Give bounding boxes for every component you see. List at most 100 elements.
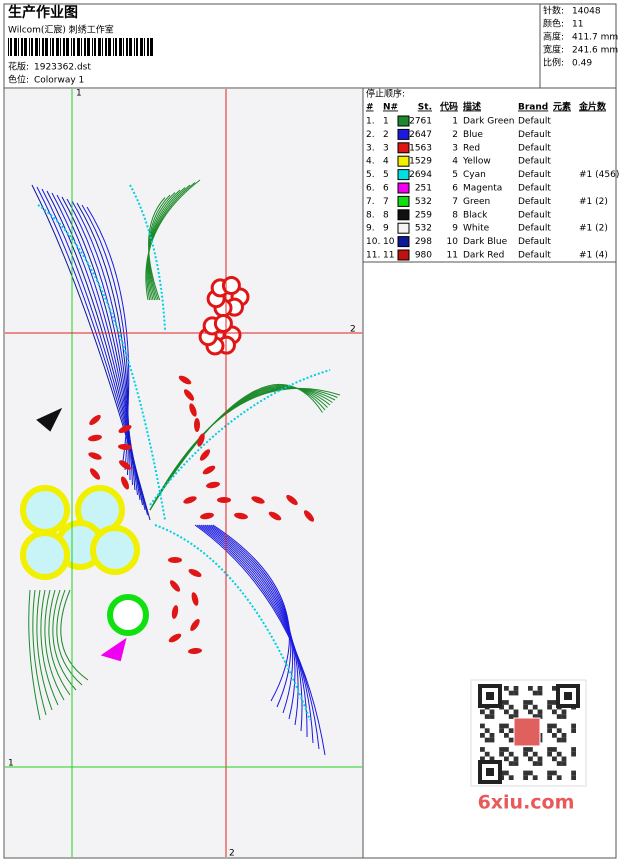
cell: 8 [452,210,458,220]
leaf [194,418,200,432]
qr-cell [571,751,576,757]
qr-cell [504,723,509,729]
cell: 251 [415,184,432,194]
qr-cell [556,728,562,733]
bar-stripe [94,38,96,56]
qr-cell [499,747,504,752]
qr-cell [489,709,495,715]
stitch [194,524,326,756]
bar-stripe [35,38,38,56]
cell: 259 [415,210,432,220]
column-header: # [366,103,374,113]
qr-cell [480,756,485,762]
qr-cell [552,709,557,715]
cell: 11 [383,251,394,261]
cell: 4 [383,157,389,167]
stitch [212,524,290,702]
stat-value: 11 [572,20,583,30]
barcode [8,38,153,56]
color-swatch [397,209,410,221]
qr-cell [484,728,490,733]
leaf [303,510,315,522]
bar-stripe [150,38,153,56]
qr-cell [532,714,538,719]
cell: Default [518,170,551,180]
color-swatch [397,195,410,207]
qr-cell [547,751,552,757]
qr-cell [528,756,533,762]
qr-cell [547,770,552,776]
cell: 2761 [409,117,432,127]
bar-stripe [66,38,69,56]
qr-cell [561,709,567,715]
qr-cell [537,714,543,719]
cell: #1 (2) [579,224,608,234]
qr-cell [552,700,557,705]
bar-stripe [126,38,128,56]
stitch [86,206,130,466]
cell: 6 [452,184,458,194]
qr-cell [499,751,504,757]
qr-cell [484,714,490,719]
qr-cell [552,770,557,776]
stitch [210,524,292,708]
cell: 1 [383,117,389,127]
qr-cell [552,723,557,729]
bar-stripe [52,38,54,56]
qr-cell [571,775,576,780]
bar-stripe [140,38,143,56]
qr-cell [513,690,519,696]
qr-cell [523,747,528,752]
cell: Red [463,143,480,153]
stat-label: 比例: [543,57,564,69]
design-area [5,89,363,857]
leaf [178,375,192,385]
qr-cell [556,751,562,757]
cell: 2694 [409,170,432,180]
qr-cell [504,747,509,752]
qr-cell [480,723,485,729]
qr-cell [537,686,543,691]
leaf [119,460,131,470]
design-file: 1923362.dst [34,63,91,73]
stitch [198,524,314,744]
cell: 7 [383,197,389,207]
bar-stripe [108,38,111,56]
qr-cell [547,704,552,710]
bar-stripe [102,38,103,56]
stat-label: 颜色: [543,18,564,30]
qr-cell [489,737,495,743]
qr-cell [499,723,504,729]
leaf [234,512,248,520]
qr-cell [547,723,552,729]
cell: 4. [366,157,375,167]
qr-cell [556,737,562,743]
qr-cell [508,737,514,743]
qr-cell [489,756,495,762]
qr-cell [547,747,552,752]
cell: Dark Blue [463,237,508,247]
bar-stripe [119,38,122,56]
bar-stripe [39,38,40,56]
cell: 7 [452,197,458,207]
bar-stripe [8,38,9,56]
qr-cell [561,737,567,743]
cell: 7. [366,197,375,207]
stitch [36,407,63,432]
bar-stripe [123,38,124,56]
cell: 532 [415,197,432,207]
color-swatch [397,115,410,127]
guide-label: 2 [350,325,356,335]
cell: 2647 [409,130,432,140]
color-swatch [397,182,410,194]
bar-stripe [60,38,61,56]
stitch [206,524,296,720]
qr-finder [486,768,494,776]
cell: Dark Red [463,251,504,261]
cell: 1563 [409,143,432,153]
color-swatch [397,236,410,248]
qr-finder [486,692,494,700]
column-header: 金片数 [578,101,607,113]
cell: 5 [452,170,458,180]
stitch [146,182,196,301]
